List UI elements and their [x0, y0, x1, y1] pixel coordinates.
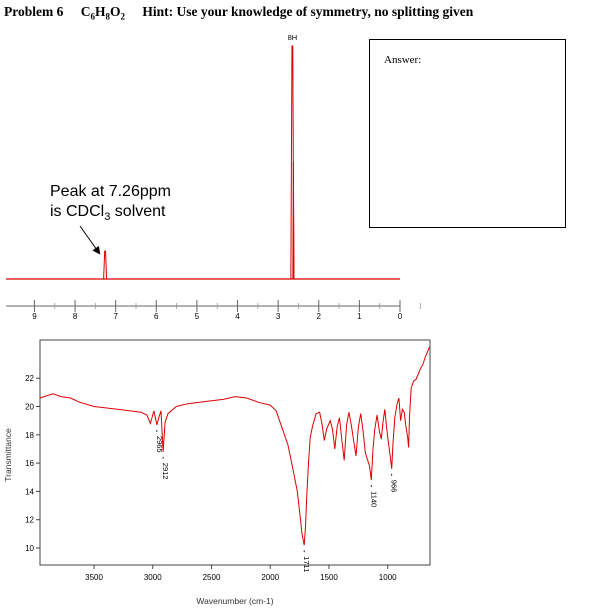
- ir-x-tick-label: 2500: [203, 573, 221, 582]
- ir-y-tick-label: 16: [25, 459, 34, 468]
- nmr-tick-label: 9: [32, 312, 37, 321]
- annotation-line-2: is CDCl3 solvent: [50, 203, 166, 223]
- ir-y-tick-label: 14: [25, 487, 34, 496]
- ir-y-tick-label: 22: [25, 374, 34, 383]
- annotation-text-b: solvent: [110, 203, 166, 220]
- hint-text: Hint: Use your knowledge of symmetry, no…: [142, 4, 474, 19]
- ir-peak-label: 2965: [155, 436, 164, 453]
- ir-y-tick-label: 10: [25, 544, 34, 553]
- ir-x-ticks: 3500 3000 2500 2000 1500 1000: [85, 565, 397, 582]
- nmr-ppm-ticks: 9 8 7 6 5 4 3 2 1 0: [32, 300, 421, 321]
- ir-x-axis-label: Wavenumber (cm-1): [196, 596, 273, 606]
- nmr-peak: [103, 250, 108, 280]
- nmr-tick-label: 0: [398, 312, 403, 321]
- ir-peak-labels: 2965 2912 1711 1140 966: [155, 429, 399, 572]
- annotation-line-1: Peak at 7.26ppm: [50, 183, 171, 200]
- ir-y-tick-label: 18: [25, 431, 34, 440]
- annotation-subscript: 3: [104, 211, 110, 223]
- ir-y-ticks: 10 12 14 16 18 20 22: [25, 374, 40, 553]
- nmr-tick-label: 8: [73, 312, 78, 321]
- molecular-formula: C6H8O2: [80, 4, 126, 22]
- ir-peak-label: 1140: [369, 491, 378, 507]
- nmr-tick-label: 5: [195, 312, 200, 321]
- annotation-text-a: is CDCl: [50, 203, 104, 220]
- nmr-tick-label: 1: [357, 312, 362, 321]
- nmr-peak-shoulder: [292, 161, 295, 280]
- ir-x-tick-label: 1000: [379, 573, 397, 582]
- page-title: Problem 6 C6H8O2 Hint: Use your knowledg…: [4, 4, 487, 22]
- answer-label: Answer:: [384, 54, 422, 66]
- nmr-peaks: [103, 45, 295, 280]
- ir-x-tick-label: 3000: [144, 573, 162, 582]
- ir-y-tick-label: 12: [25, 516, 34, 525]
- ir-peak-label: 2912: [161, 463, 170, 480]
- nmr-tick-label: 2: [317, 312, 322, 321]
- ir-x-tick-label: 2000: [261, 573, 279, 582]
- ir-x-tick-label: 3500: [85, 573, 103, 582]
- ir-x-tick-label: 1500: [320, 573, 338, 582]
- ir-y-tick-label: 20: [25, 403, 34, 412]
- answer-box[interactable]: Answer:: [369, 39, 566, 228]
- ir-plot-frame: [39, 339, 431, 566]
- annotation-arrow: [79, 225, 101, 255]
- problem-number: Problem 6: [4, 4, 64, 19]
- nmr-tick-label: 4: [235, 312, 240, 321]
- ir-peak-label: 1711: [302, 556, 311, 572]
- nmr-peak-label: 8H: [288, 33, 298, 42]
- nmr-tick-label: 6: [154, 312, 159, 321]
- ir-series-line: [39, 346, 430, 546]
- ir-peak-label: 966: [390, 480, 399, 493]
- ir-y-axis-label: Transmittance: [3, 428, 13, 482]
- nmr-tick-label: 7: [113, 312, 118, 321]
- nmr-tick-label: 3: [276, 312, 281, 321]
